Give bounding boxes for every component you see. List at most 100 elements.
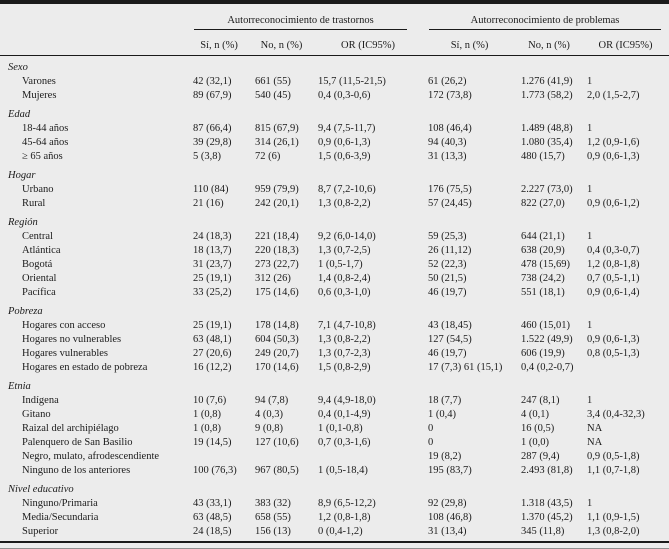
section-row: Pobreza — [0, 299, 669, 318]
data-cell: 63 (48,1) — [193, 334, 232, 345]
section-row: Etnia — [0, 374, 669, 393]
data-cell: 1 (0,1-0,8) — [318, 423, 363, 434]
data-cell: 89 (67,9) — [193, 90, 232, 101]
table-row: ≥ 65 años 5 (3,8) 72 (6) 1,5 (0,6-3,9) 31 (1… — [0, 149, 669, 163]
data-cell: 345 (11,8) — [521, 526, 565, 537]
row-label: Urbano — [22, 184, 54, 195]
data-cell: 100 (76,3) — [193, 465, 237, 476]
row-label: Mujeres — [22, 90, 57, 101]
data-cell: 1,3 (0,7-2,3) — [318, 348, 371, 359]
data-cell: 50 (21,5) — [428, 273, 467, 284]
data-cell: 108 (46,4) — [428, 123, 472, 134]
row-label: Ninguno/Primaria — [22, 498, 98, 509]
section-title: Sexo — [8, 62, 28, 73]
data-cell — [582, 360, 669, 374]
data-cell: 604 (50,3) — [255, 334, 299, 345]
data-cell: 172 (73,8) — [428, 90, 472, 101]
data-cell: 1,2 (0,8-1,8) — [587, 259, 640, 270]
col-header-no-problemas: No, n (%) — [516, 30, 582, 56]
table-row: 45-64 años 39 (29,8) 314 (26,1) 0,9 (0,6-1,… — [0, 135, 669, 149]
data-cell: 644 (21,1) — [521, 231, 565, 242]
data-cell: 1,2 (0,9-1,6) — [587, 137, 640, 148]
data-cell: 27 (20,6) — [193, 348, 232, 359]
data-cell: 220 (18,3) — [255, 245, 299, 256]
data-cell: 46 (19,7) — [428, 287, 467, 298]
data-cell: 108 (46,8) — [428, 512, 472, 523]
col-header-or-trastornos: OR (IC95%) — [313, 30, 423, 56]
data-cell — [313, 449, 423, 463]
data-cell: 52 (22,3) — [428, 259, 467, 270]
section-title: Etnia — [8, 381, 31, 392]
row-label: Oriental — [22, 273, 57, 284]
data-cell: 1,3 (0,8-2,0) — [587, 526, 640, 537]
data-cell: 31 (13,4) — [428, 526, 467, 537]
data-cell: 9 (0,8) — [255, 423, 283, 434]
data-cell: 1,2 (0,8-1,8) — [318, 512, 371, 523]
data-cell: 1 — [587, 231, 593, 242]
row-label: 18-44 años — [22, 123, 69, 134]
data-cell: 16 (12,2) — [193, 362, 232, 373]
stats-table: Autorreconocimiento de trastornos Autorr… — [0, 4, 669, 538]
data-cell: 0,4 (0,1-4,9) — [318, 409, 371, 420]
row-label: Pacífica — [22, 287, 56, 298]
data-cell: 127 (10,6) — [255, 437, 299, 448]
data-cell: 2.227 (73,0) — [521, 184, 573, 195]
data-cell: 551 (18,1) — [521, 287, 565, 298]
table-row: Hogares con acceso 25 (19,1) 178 (14,8) 7,1… — [0, 318, 669, 332]
data-cell: 1.370 (45,2) — [521, 512, 573, 523]
data-cell: 43 (18,45) — [428, 320, 472, 331]
row-label: Atlántica — [22, 245, 61, 256]
section-row: Nivel educativo — [0, 477, 669, 496]
data-cell: 1 (0,8) — [193, 409, 221, 420]
data-cell: 170 (14,6) — [255, 362, 299, 373]
data-cell: 1 (0,8) — [193, 423, 221, 434]
section-title: Edad — [8, 109, 31, 120]
data-cell: 39 (29,8) — [193, 137, 232, 148]
data-cell: NA — [587, 437, 603, 448]
row-label: Bogotá — [22, 259, 53, 270]
col-header-si-trastornos: Sí, n (%) — [188, 30, 250, 56]
data-cell: 1 (0,5-1,7) — [318, 259, 363, 270]
data-cell: 1.080 (35,4) — [521, 137, 573, 148]
row-label: Gitano — [22, 409, 51, 420]
section-row: Región — [0, 210, 669, 229]
data-cell: 3,4 (0,4-32,3) — [587, 409, 645, 420]
table-body: Sexo Varones 42 (32,1) 661 (55) 15,7 (11,5-2… — [0, 56, 669, 539]
row-label: Superior — [22, 526, 59, 537]
col-header-si-problemas: Sí, n (%) — [423, 30, 516, 56]
group-header-trastornos: Autorreconocimiento de trastornos — [188, 4, 423, 30]
data-cell: 9,4 (7,5-11,7) — [318, 123, 376, 134]
data-cell: 221 (18,4) — [255, 231, 299, 242]
data-cell: 87 (66,4) — [193, 123, 232, 134]
section-row: Edad — [0, 102, 669, 121]
row-label: 45-64 años — [22, 137, 69, 148]
data-cell: 18 (7,7) — [428, 395, 462, 406]
table-row: Superior 24 (18,5) 156 (13) 0 (0,4-1,2) 31 (… — [0, 524, 669, 538]
data-cell: 21 (16) — [193, 198, 224, 209]
data-cell: 0,6 (0,3-1,0) — [318, 287, 371, 298]
table-row: Raizal del archipiélago 1 (0,8) 9 (0,8) 1 (… — [0, 421, 669, 435]
table-row: Urbano 110 (84) 959 (79,9) 8,7 (7,2-10,6) 17… — [0, 182, 669, 196]
table-row: Gitano 1 (0,8) 4 (0,3) 0,4 (0,1-4,9) 1 (0,4)… — [0, 407, 669, 421]
data-cell: 10 (7,6) — [193, 395, 227, 406]
table-row: Hogares no vulnerables 63 (48,1) 604 (50,3… — [0, 332, 669, 346]
data-cell: 43 (33,1) — [193, 498, 232, 509]
data-cell: 0,9 (0,6-1,4) — [587, 287, 640, 298]
data-cell: 638 (20,9) — [521, 245, 565, 256]
data-cell: 1.773 (58,2) — [521, 90, 573, 101]
data-cell: 19 (8,2) — [428, 451, 462, 462]
data-cell: 156 (13) — [255, 526, 291, 537]
data-cell: 176 (75,5) — [428, 184, 472, 195]
subheader-row: Sí, n (%) No, n (%) OR (IC95%) Sí, n (%)… — [0, 30, 669, 56]
row-label: Ninguno de los anteriores — [22, 465, 131, 476]
data-cell: 24 (18,5) — [193, 526, 232, 537]
data-cell: 5 (3,8) — [193, 151, 221, 162]
row-label: Hogares en estado de pobreza — [22, 362, 148, 373]
data-cell: 31 (23,7) — [193, 259, 232, 270]
data-cell — [250, 449, 313, 463]
data-cell: 247 (8,1) — [521, 395, 560, 406]
data-cell: 478 (15,69) — [521, 259, 570, 270]
data-cell: 1 (0,4) — [428, 409, 456, 420]
section-row: Hogar — [0, 163, 669, 182]
data-cell: 661 (55) — [255, 76, 291, 87]
